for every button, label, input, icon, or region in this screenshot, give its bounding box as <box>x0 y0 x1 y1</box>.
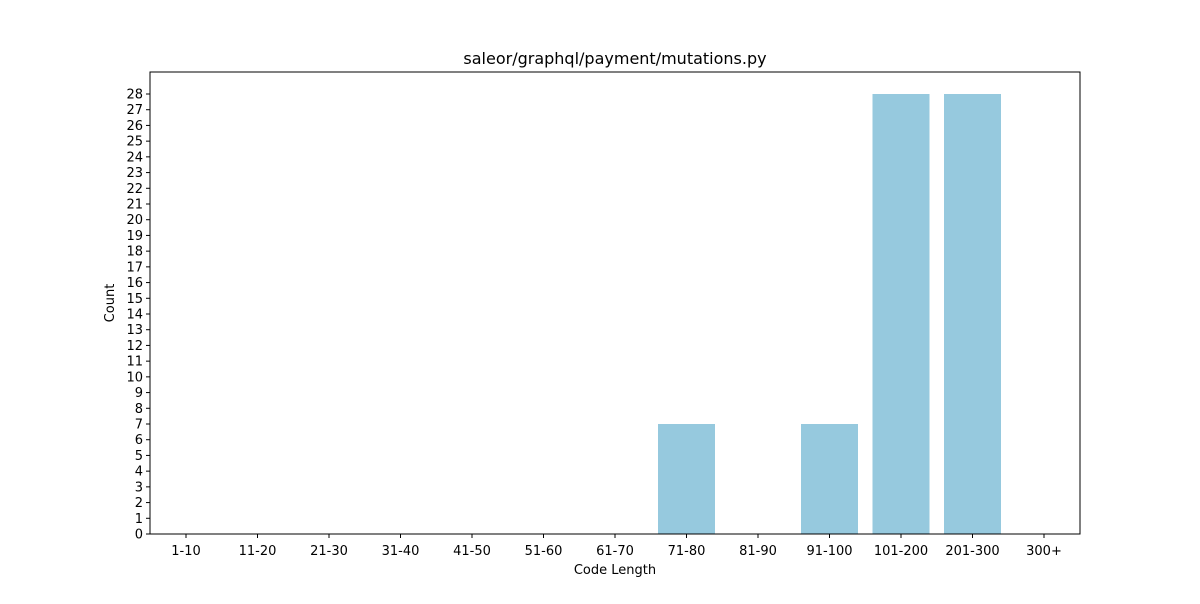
x-axis-ticks: 1-10 11-20 21-30 31-40 41-50 51-60 61-70 71-80 8… <box>171 534 1062 559</box>
y-tick-label: 11 <box>126 355 143 370</box>
y-tick-label: 10 <box>126 370 143 385</box>
y-axis-label: Count <box>103 284 118 323</box>
y-tick-label: 2 <box>135 496 143 511</box>
y-tick-label: 24 <box>126 150 143 165</box>
y-tick-label: 25 <box>126 135 143 150</box>
y-tick-label: 7 <box>135 418 143 433</box>
y-tick-label: 14 <box>126 308 143 323</box>
x-tick-label: 81-90 <box>739 544 777 559</box>
y-tick-label: 27 <box>126 103 143 118</box>
y-tick-label: 15 <box>126 292 143 307</box>
x-tick-label: 300+ <box>1026 544 1062 559</box>
y-tick-label: 21 <box>126 198 143 213</box>
y-tick-label: 26 <box>126 119 143 134</box>
y-tick-label: 5 <box>135 449 143 464</box>
bar-91-100 <box>801 424 858 534</box>
y-tick-label: 28 <box>126 88 143 103</box>
plot-area-frame <box>149 71 1081 535</box>
y-tick-label: 6 <box>135 433 143 448</box>
y-tick-label: 4 <box>135 465 143 480</box>
y-tick-label: 16 <box>126 276 143 291</box>
x-tick-label: 61-70 <box>596 544 634 559</box>
y-tick-label: 22 <box>126 182 143 197</box>
bar-201-300 <box>944 94 1001 534</box>
y-tick-label: 19 <box>126 229 143 244</box>
bar-101-200 <box>872 94 930 534</box>
x-tick-label: 101-200 <box>874 544 928 559</box>
y-tick-label: 0 <box>135 528 143 543</box>
y-axis-ticks: 0123456789101112131415161718192021222324… <box>126 88 150 543</box>
y-tick-label: 1 <box>135 512 143 527</box>
y-tick-label: 23 <box>126 166 143 181</box>
x-tick-label: 1-10 <box>171 544 201 559</box>
y-tick-label: 9 <box>135 386 143 401</box>
x-tick-label: 71-80 <box>668 544 706 559</box>
x-tick-label: 201-300 <box>945 544 999 559</box>
y-tick-label: 8 <box>135 402 143 417</box>
x-tick-label: 11-20 <box>239 544 277 559</box>
x-tick-label: 51-60 <box>525 544 563 559</box>
y-tick-label: 20 <box>126 213 143 228</box>
y-tick-label: 17 <box>126 260 143 275</box>
y-tick-label: 18 <box>126 245 143 260</box>
y-tick-label: 13 <box>126 323 143 338</box>
x-tick-label: 21-30 <box>310 544 348 559</box>
y-tick-label: 12 <box>126 339 143 354</box>
chart-title: saleor/graphql/payment/mutations.py <box>463 49 766 68</box>
x-tick-label: 31-40 <box>382 544 420 559</box>
x-tick-label: 91-100 <box>806 544 852 559</box>
x-tick-label: 41-50 <box>453 544 491 559</box>
x-axis-label: Code Length <box>574 563 656 578</box>
bars-group <box>658 94 1001 534</box>
bar-71-80 <box>658 424 715 534</box>
y-tick-label: 3 <box>135 480 143 495</box>
